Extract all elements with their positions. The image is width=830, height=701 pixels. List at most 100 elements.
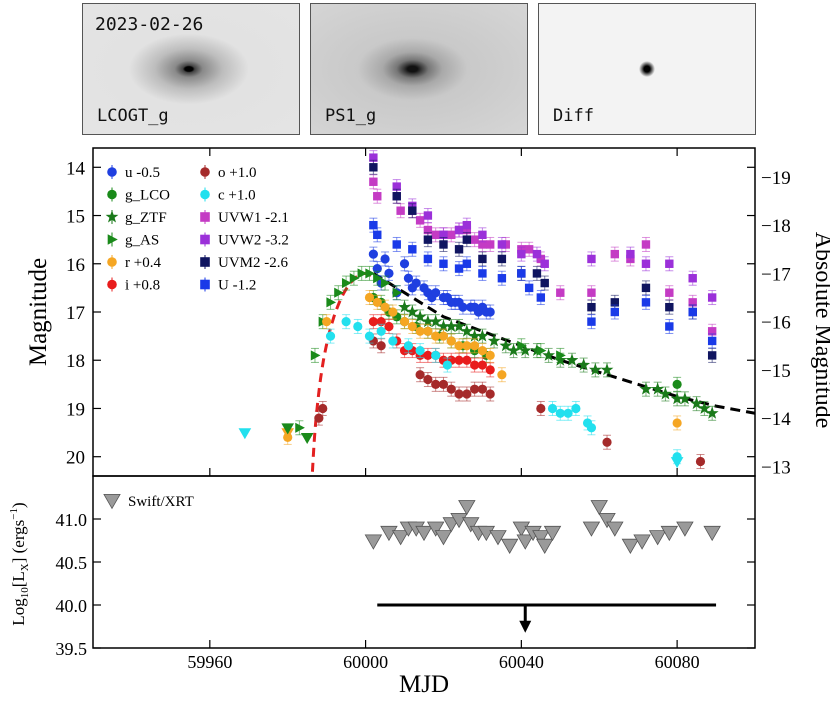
data-point-o [376,341,386,351]
data-point-xrt [500,538,519,555]
data-point-UVW2 [423,211,433,220]
data-point-u [403,273,414,283]
decline-fit-line [372,272,755,415]
data-point-UVM2 [497,254,507,264]
image-panel-diff: Diff [538,3,756,135]
data-point-r [415,326,425,336]
data-point-g_ZTF [452,319,466,332]
ylabel-sub-x: X [19,563,31,571]
data-point-g_AS [556,350,566,361]
data-point-xrt [426,521,445,537]
data-point-o [602,437,612,447]
data-point-o [318,403,328,414]
data-point-UVW1 [431,230,440,240]
data-point-g_AS [380,277,391,289]
data-point-UVW1 [556,288,565,297]
data-point-i [470,360,480,370]
legend-marker-i [107,279,117,290]
legend-label-c: c +1.0 [218,188,256,204]
data-point-UVW1 [373,192,382,201]
legend-label-g_ZTF: g_ZTF [125,210,167,226]
data-point-g_AS [373,273,383,284]
data-point-c [325,331,336,341]
data-point-g_ZTF [405,305,419,318]
data-point-UVW1 [478,240,487,249]
ytick-label: 15 [66,207,85,228]
data-point-U [688,307,697,317]
data-point-c [341,317,351,327]
data-point-o [415,370,425,380]
upper-limit-c [238,428,252,440]
data-point-U [665,322,674,331]
ytick-label: 20 [66,448,85,469]
data-point-i [423,350,433,361]
data-point-r [446,336,456,346]
ytick-label: 41.0 [56,510,88,530]
data-point-xrt [461,517,480,533]
data-point-UVW1 [415,216,425,225]
legend-marker-UVM2 [200,257,210,267]
data-point-r [454,341,464,351]
upper-limit-g_AS [300,433,314,445]
data-point-o [470,384,480,394]
data-point-UVW2 [392,182,401,191]
data-point-r [399,317,410,327]
ylabel-magnitude: Magnitude [25,258,52,366]
data-point-xrt [598,513,616,529]
data-point-i [384,321,394,332]
data-point-c [442,360,452,370]
data-point-g_ZTF [499,339,513,352]
image-panel-ps1: PS1_g [310,3,528,135]
data-point-UVW1 [610,249,620,259]
data-point-xrt [415,525,433,542]
data-point-U [373,230,382,240]
data-point-g_ZTF [437,319,450,332]
data-point-c [431,350,441,361]
data-point-U [478,269,487,278]
magnitude-panel [238,150,755,476]
legend-marker-c [200,189,210,200]
data-point-i [454,355,464,365]
data-point-r [485,350,495,361]
data-point-UVW1 [707,327,717,336]
data-point-r [407,321,417,332]
data-point-g_ZTF [468,329,481,342]
data-point-U [392,240,401,249]
legend-label-UVW1: UVW1 -2.1 [218,210,289,226]
data-point-o [477,384,488,394]
data-point-o [485,389,495,399]
data-point-xrt [676,521,694,537]
right-ytick-label: −14 [761,409,791,430]
data-point-g_ZTF [429,314,443,328]
data-point-U [408,245,417,254]
data-point-xrt [450,513,468,529]
legend-marker-r [107,257,117,267]
data-point-xrt [364,534,383,550]
data-point-c [403,341,414,351]
data-point-xrt [434,530,453,546]
data-point-UVM2 [532,269,542,278]
xtick-label: 60000 [343,652,388,672]
data-point-r [423,326,433,336]
data-point-UVW2 [626,249,635,259]
data-point-UVW2 [707,293,717,302]
data-point-r [477,345,488,356]
data-point-U [369,220,378,230]
ylabel-close: ) [9,502,28,508]
ylabel-rbracket: ] (ergs [9,520,28,564]
data-point-c [555,408,565,418]
data-point-UVW2 [497,240,507,249]
data-point-xrt [633,534,651,550]
ytick-label: 40.5 [56,553,88,573]
data-point-UVW1 [369,177,378,186]
data-point-g_ZTF [588,363,602,376]
data-point-c [376,326,386,336]
legend-marker-o [200,167,210,177]
data-point-r [431,331,441,341]
data-point-xrt [391,530,410,546]
xtick-label: 59960 [187,652,232,672]
data-point-UVM2 [610,298,620,307]
data-point-u [485,307,495,317]
data-point-UVW1 [587,288,596,297]
